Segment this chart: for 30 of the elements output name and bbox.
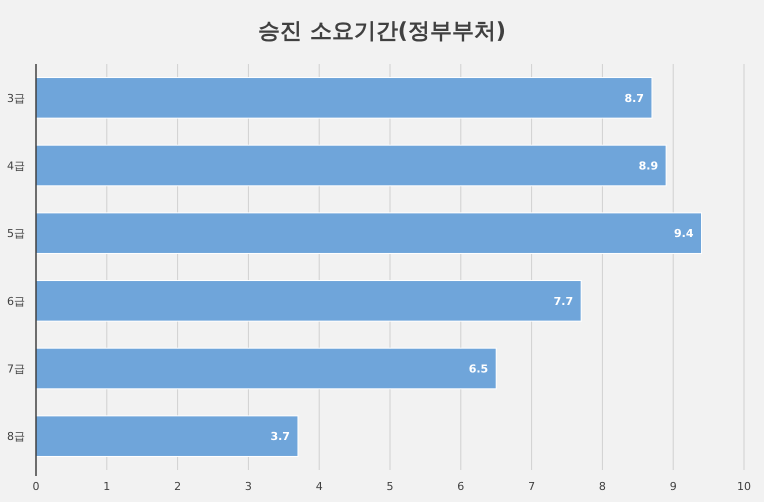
x-tick-label: 7 (528, 480, 536, 493)
bar (36, 77, 652, 119)
x-tick-label: 3 (244, 480, 252, 493)
bar (36, 212, 702, 254)
x-tick-label: 2 (174, 480, 182, 493)
y-tick-label: 4급 (7, 160, 25, 172)
bar (36, 144, 667, 186)
x-tick-label: 6 (457, 480, 464, 493)
bar (36, 280, 582, 322)
data-label: 3.7 (270, 430, 290, 444)
y-tick-label: 6급 (7, 294, 25, 308)
data-label: 9.4 (674, 227, 694, 240)
x-tick-label: 5 (386, 480, 394, 493)
bar (36, 415, 298, 457)
x-tick-label: 1 (103, 480, 110, 493)
y-tick-label: 5급 (7, 227, 25, 240)
x-tick-label: 9 (670, 480, 677, 493)
data-label: 7.7 (554, 294, 574, 308)
y-tick-label: 7급 (7, 362, 25, 376)
y-tick-label: 3급 (7, 92, 25, 105)
bar (36, 348, 497, 390)
data-label: 8.9 (638, 160, 658, 172)
x-tick-label: 10 (737, 480, 751, 493)
data-label: 8.7 (624, 92, 644, 105)
x-tick-label: 0 (32, 480, 40, 493)
chart-title: 승진 소요기간(정부부처) (258, 19, 506, 44)
data-label: 6.5 (468, 362, 488, 376)
x-tick-label: 4 (316, 480, 323, 493)
x-tick-label: 8 (598, 480, 606, 493)
y-tick-label: 8급 (7, 430, 25, 444)
